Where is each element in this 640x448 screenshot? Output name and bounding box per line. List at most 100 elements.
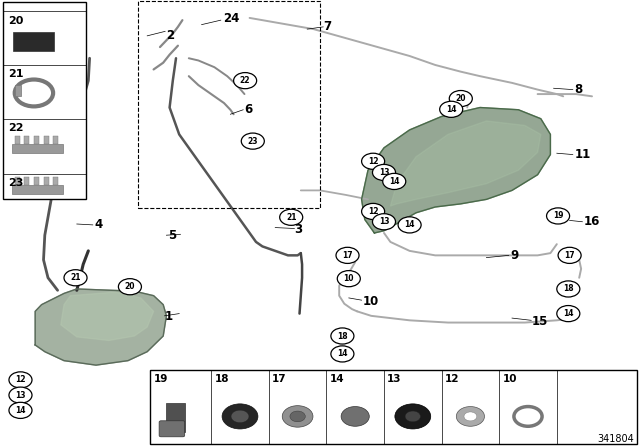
Text: 20: 20 (125, 282, 135, 291)
Text: 24: 24 (223, 12, 239, 26)
Circle shape (456, 407, 484, 426)
Text: 12: 12 (368, 157, 378, 166)
Circle shape (449, 90, 472, 107)
Text: 15: 15 (531, 314, 548, 328)
Circle shape (331, 346, 354, 362)
Polygon shape (61, 292, 154, 340)
Circle shape (372, 164, 396, 181)
FancyBboxPatch shape (166, 403, 184, 432)
FancyBboxPatch shape (34, 177, 39, 185)
Circle shape (558, 247, 581, 263)
Text: 14: 14 (446, 105, 456, 114)
Text: 10: 10 (502, 374, 517, 384)
Circle shape (557, 281, 580, 297)
Circle shape (64, 270, 87, 286)
Text: 20: 20 (456, 94, 466, 103)
Text: 17: 17 (272, 374, 287, 384)
Text: 13: 13 (15, 391, 26, 400)
Text: 14: 14 (563, 309, 573, 318)
Text: 14: 14 (15, 406, 26, 415)
Text: 341804: 341804 (597, 435, 634, 444)
Circle shape (9, 402, 32, 418)
Text: 1: 1 (165, 310, 173, 323)
FancyBboxPatch shape (53, 177, 58, 185)
Polygon shape (362, 108, 550, 233)
Text: 6: 6 (244, 103, 253, 116)
Text: 10: 10 (344, 274, 354, 283)
FancyBboxPatch shape (44, 177, 49, 185)
Text: 13: 13 (379, 217, 389, 226)
Polygon shape (390, 121, 541, 206)
Text: 23: 23 (8, 178, 24, 188)
Text: 13: 13 (379, 168, 389, 177)
Text: 5: 5 (168, 228, 176, 242)
Text: 18: 18 (563, 284, 573, 293)
Circle shape (331, 328, 354, 344)
Text: 10: 10 (363, 294, 379, 308)
FancyBboxPatch shape (159, 421, 185, 437)
Text: 11: 11 (575, 148, 591, 161)
Circle shape (231, 410, 249, 423)
Circle shape (547, 208, 570, 224)
Circle shape (398, 217, 421, 233)
FancyBboxPatch shape (24, 136, 29, 143)
Text: 19: 19 (553, 211, 563, 220)
Text: 21: 21 (286, 213, 296, 222)
Circle shape (282, 406, 313, 427)
FancyBboxPatch shape (44, 136, 49, 143)
Text: 14: 14 (337, 349, 348, 358)
Circle shape (280, 209, 303, 225)
Circle shape (405, 411, 420, 422)
Text: 12: 12 (445, 374, 460, 384)
Circle shape (337, 271, 360, 287)
Text: 8: 8 (575, 83, 583, 96)
Text: 18: 18 (214, 374, 229, 384)
Text: 7: 7 (323, 20, 332, 34)
Circle shape (464, 412, 477, 421)
FancyBboxPatch shape (12, 143, 63, 152)
Text: 9: 9 (511, 249, 519, 262)
Circle shape (336, 247, 359, 263)
Text: 22: 22 (8, 123, 24, 133)
Polygon shape (35, 289, 166, 365)
Text: 4: 4 (94, 218, 102, 232)
Circle shape (557, 306, 580, 322)
FancyBboxPatch shape (150, 370, 637, 444)
FancyBboxPatch shape (3, 2, 86, 199)
Circle shape (362, 203, 385, 220)
Circle shape (372, 214, 396, 230)
Circle shape (241, 133, 264, 149)
FancyBboxPatch shape (34, 136, 39, 143)
FancyBboxPatch shape (15, 136, 20, 143)
Text: 22: 22 (240, 76, 250, 85)
Circle shape (118, 279, 141, 295)
Text: 3: 3 (294, 223, 303, 236)
Text: 16: 16 (584, 215, 600, 228)
Circle shape (383, 173, 406, 190)
Circle shape (234, 73, 257, 89)
Text: 2: 2 (166, 29, 175, 43)
FancyBboxPatch shape (53, 136, 58, 143)
FancyBboxPatch shape (13, 31, 54, 52)
Text: 17: 17 (564, 251, 575, 260)
Text: 23: 23 (248, 137, 258, 146)
Text: 17: 17 (342, 251, 353, 260)
Text: 14: 14 (330, 374, 344, 384)
Circle shape (362, 153, 385, 169)
FancyBboxPatch shape (15, 177, 20, 185)
Circle shape (9, 372, 32, 388)
Circle shape (222, 404, 258, 429)
Text: 18: 18 (337, 332, 348, 340)
Text: 21: 21 (8, 69, 24, 79)
Text: 12: 12 (368, 207, 378, 216)
Circle shape (290, 411, 305, 422)
Circle shape (440, 101, 463, 117)
Text: 13: 13 (387, 374, 402, 384)
Circle shape (341, 407, 369, 426)
Text: 21: 21 (70, 273, 81, 282)
Text: 12: 12 (15, 375, 26, 384)
Text: 19: 19 (154, 374, 168, 384)
FancyBboxPatch shape (12, 185, 63, 194)
Text: 14: 14 (404, 220, 415, 229)
Text: 20: 20 (8, 16, 24, 26)
